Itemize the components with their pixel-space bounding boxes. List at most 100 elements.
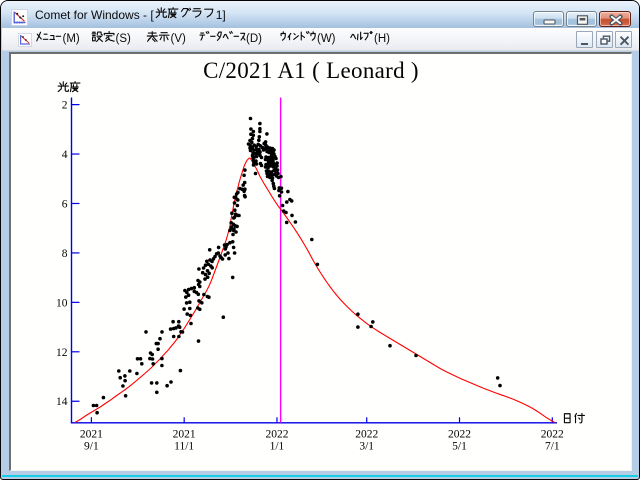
observation-dot	[257, 135, 262, 139]
observation-dot	[135, 357, 140, 361]
observation-dot	[279, 190, 284, 194]
x-tick-label-date: 9/1	[84, 441, 99, 453]
x-tick-label-date: 3/1	[359, 441, 374, 453]
mdi-restore-button[interactable]	[595, 31, 613, 48]
observation-dot	[205, 259, 209, 264]
observation-dot	[186, 287, 191, 292]
menu-item-4[interactable]: (W)	[280, 28, 336, 50]
observation-dot	[251, 133, 256, 138]
observation-dot	[356, 312, 360, 317]
observation-dot	[242, 173, 246, 178]
observation-dot	[186, 293, 191, 298]
observation-dot	[203, 272, 208, 277]
mdi-child-icon	[18, 33, 32, 47]
close-button[interactable]	[599, 10, 631, 27]
observation-dot	[213, 254, 217, 259]
observation-dot	[207, 271, 211, 276]
y-axis-title	[57, 81, 81, 93]
mdi-buttons	[574, 31, 632, 48]
observation-dot	[225, 242, 229, 247]
observation-dot	[371, 320, 375, 324]
mdi-minimize-button[interactable]	[576, 31, 593, 48]
observation-dot	[221, 315, 226, 320]
observation-dot	[277, 194, 282, 198]
observation-dot	[284, 220, 289, 225]
menu-item-jp-label	[349, 30, 374, 47]
observation-dot	[182, 307, 186, 311]
observation-dot	[261, 148, 266, 152]
observation-dot	[197, 299, 201, 303]
observation-dot	[171, 319, 175, 324]
x-tick-label-year: 2021	[80, 429, 103, 441]
observation-dot	[216, 245, 221, 250]
observation-dot	[230, 211, 234, 215]
observation-dot	[243, 168, 247, 172]
menu-item-jp-label	[146, 31, 170, 47]
observation-dot	[123, 378, 127, 383]
observation-dot	[259, 163, 264, 168]
titlebar[interactable]: Comet for Windows - [1]	[1, 1, 639, 28]
observation-dot	[165, 383, 169, 388]
window-title-suffix: 1]	[215, 8, 226, 22]
observation-dot	[185, 312, 189, 316]
observation-dot	[144, 330, 148, 334]
observation-dot	[198, 284, 202, 289]
observation-dot	[188, 306, 192, 311]
observation-dot	[251, 129, 256, 134]
observation-dot	[149, 381, 154, 385]
menu-item-3[interactable]: (D)	[198, 28, 262, 50]
observation-dot	[230, 240, 235, 244]
observation-dot	[223, 253, 227, 257]
caption-buttons	[531, 10, 631, 27]
observation-dot	[226, 251, 230, 255]
observation-dot	[414, 353, 418, 358]
observation-points	[91, 116, 502, 415]
menu-item-5[interactable]: (H)	[349, 28, 390, 50]
observation-dot	[160, 330, 164, 334]
observation-dot	[196, 339, 201, 343]
observation-dot	[207, 248, 212, 252]
observation-dot	[242, 193, 247, 198]
minimize-button[interactable]	[533, 10, 564, 27]
observation-dot	[230, 275, 235, 280]
observation-dot	[237, 213, 241, 218]
observation-dot	[174, 326, 178, 330]
observation-dot	[210, 266, 214, 270]
observation-dot	[94, 403, 99, 408]
observation-dot	[197, 267, 201, 271]
observation-dot	[271, 181, 276, 186]
observation-dot	[231, 216, 236, 220]
observation-dot	[160, 363, 164, 368]
mdi-minimize-icon	[581, 43, 588, 45]
observation-dot	[289, 199, 294, 203]
observation-dot	[241, 183, 245, 187]
observation-dot	[249, 127, 253, 131]
window-title: Comet for Windows - [1]	[35, 7, 226, 23]
observation-dot	[233, 208, 237, 212]
x-tick-label-date: 1/1	[270, 441, 285, 453]
observation-dot	[269, 153, 274, 158]
observation-dot	[117, 369, 121, 373]
observation-dot	[251, 163, 256, 167]
observation-dot	[267, 150, 271, 155]
maximize-button[interactable]	[566, 10, 597, 27]
y-tick-label: 14	[56, 396, 68, 408]
observation-dot	[123, 394, 128, 398]
mdi-close-button[interactable]	[615, 31, 632, 48]
observation-dot	[203, 263, 208, 268]
x-tick-label-year: 2022	[541, 429, 564, 441]
menu-item-2[interactable]: (V)	[146, 28, 186, 50]
x-tick-label-date: 7/1	[545, 441, 560, 453]
observation-dot	[189, 321, 193, 326]
observation-dot	[248, 138, 252, 143]
y-tick-label: 2	[62, 100, 68, 112]
mdi-close-icon	[619, 36, 630, 46]
observation-dot	[128, 369, 132, 373]
observation-dot	[156, 347, 160, 352]
observation-dot	[254, 154, 259, 159]
observation-dot	[118, 375, 122, 380]
observation-dot	[257, 138, 261, 142]
observation-dot	[266, 166, 270, 170]
menu-item-1[interactable]: (S)	[91, 28, 131, 50]
menu-item-0[interactable]: (M)	[36, 28, 80, 50]
